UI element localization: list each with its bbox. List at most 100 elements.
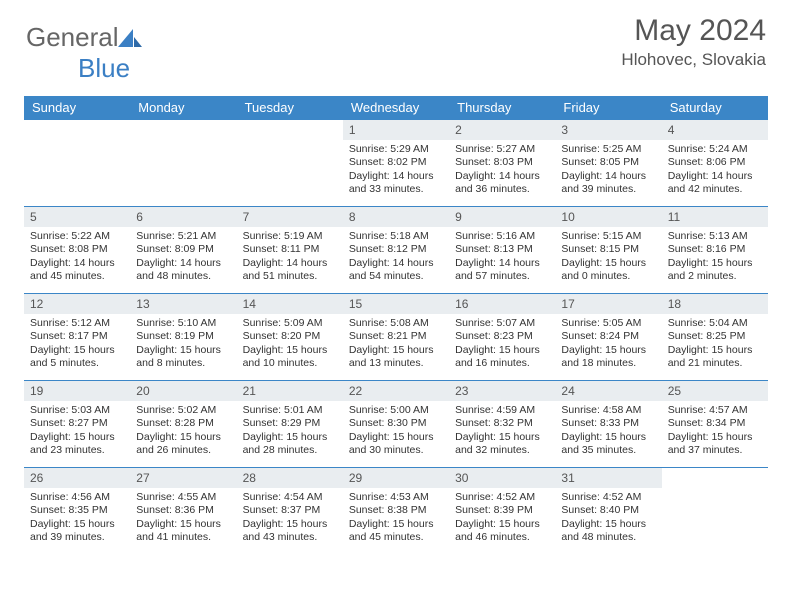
day-number: 10	[555, 207, 661, 227]
day-info: Sunrise: 5:05 AMSunset: 8:24 PMDaylight:…	[555, 314, 661, 371]
brand-logo: General Blue	[26, 22, 143, 84]
calendar-day: 17Sunrise: 5:05 AMSunset: 8:24 PMDayligh…	[555, 294, 661, 381]
day-info: Sunrise: 5:22 AMSunset: 8:08 PMDaylight:…	[24, 227, 130, 284]
day-number: 7	[237, 207, 343, 227]
calendar-blank	[130, 120, 236, 207]
day-number: 27	[130, 468, 236, 488]
day-number: 28	[237, 468, 343, 488]
day-info: Sunrise: 5:03 AMSunset: 8:27 PMDaylight:…	[24, 401, 130, 458]
calendar-day: 19Sunrise: 5:03 AMSunset: 8:27 PMDayligh…	[24, 381, 130, 468]
day-info: Sunrise: 4:59 AMSunset: 8:32 PMDaylight:…	[449, 401, 555, 458]
calendar-day: 9Sunrise: 5:16 AMSunset: 8:13 PMDaylight…	[449, 207, 555, 294]
day-number: 24	[555, 381, 661, 401]
calendar-day: 25Sunrise: 4:57 AMSunset: 8:34 PMDayligh…	[662, 381, 768, 468]
day-info: Sunrise: 4:52 AMSunset: 8:39 PMDaylight:…	[449, 488, 555, 545]
calendar-day: 18Sunrise: 5:04 AMSunset: 8:25 PMDayligh…	[662, 294, 768, 381]
day-info: Sunrise: 4:52 AMSunset: 8:40 PMDaylight:…	[555, 488, 661, 545]
day-number: 14	[237, 294, 343, 314]
calendar-blank	[237, 120, 343, 207]
location-subtitle: Hlohovec, Slovakia	[621, 50, 766, 70]
day-info: Sunrise: 5:19 AMSunset: 8:11 PMDaylight:…	[237, 227, 343, 284]
day-info: Sunrise: 4:58 AMSunset: 8:33 PMDaylight:…	[555, 401, 661, 458]
day-info: Sunrise: 5:21 AMSunset: 8:09 PMDaylight:…	[130, 227, 236, 284]
day-info: Sunrise: 5:27 AMSunset: 8:03 PMDaylight:…	[449, 140, 555, 197]
day-number: 25	[662, 381, 768, 401]
brand-part2: Blue	[78, 53, 130, 83]
weekday-header: Sunday	[24, 96, 130, 120]
day-info: Sunrise: 5:10 AMSunset: 8:19 PMDaylight:…	[130, 314, 236, 371]
calendar-day: 29Sunrise: 4:53 AMSunset: 8:38 PMDayligh…	[343, 468, 449, 555]
calendar-day: 14Sunrise: 5:09 AMSunset: 8:20 PMDayligh…	[237, 294, 343, 381]
day-number: 18	[662, 294, 768, 314]
day-number: 8	[343, 207, 449, 227]
calendar-blank	[662, 468, 768, 555]
day-number: 3	[555, 120, 661, 140]
day-number: 5	[24, 207, 130, 227]
weekday-header: Saturday	[662, 96, 768, 120]
day-number: 20	[130, 381, 236, 401]
day-info: Sunrise: 5:09 AMSunset: 8:20 PMDaylight:…	[237, 314, 343, 371]
day-info: Sunrise: 5:01 AMSunset: 8:29 PMDaylight:…	[237, 401, 343, 458]
day-info: Sunrise: 5:02 AMSunset: 8:28 PMDaylight:…	[130, 401, 236, 458]
day-info: Sunrise: 5:07 AMSunset: 8:23 PMDaylight:…	[449, 314, 555, 371]
day-info: Sunrise: 5:29 AMSunset: 8:02 PMDaylight:…	[343, 140, 449, 197]
day-info: Sunrise: 4:55 AMSunset: 8:36 PMDaylight:…	[130, 488, 236, 545]
day-number: 19	[24, 381, 130, 401]
day-number: 9	[449, 207, 555, 227]
weekday-header: Monday	[130, 96, 236, 120]
calendar-day: 28Sunrise: 4:54 AMSunset: 8:37 PMDayligh…	[237, 468, 343, 555]
brand-part1: General	[26, 22, 119, 52]
calendar-day: 30Sunrise: 4:52 AMSunset: 8:39 PMDayligh…	[449, 468, 555, 555]
calendar-day: 12Sunrise: 5:12 AMSunset: 8:17 PMDayligh…	[24, 294, 130, 381]
calendar-day: 20Sunrise: 5:02 AMSunset: 8:28 PMDayligh…	[130, 381, 236, 468]
calendar-day: 8Sunrise: 5:18 AMSunset: 8:12 PMDaylight…	[343, 207, 449, 294]
calendar-day: 3Sunrise: 5:25 AMSunset: 8:05 PMDaylight…	[555, 120, 661, 207]
weekday-header: Wednesday	[343, 96, 449, 120]
day-info: Sunrise: 5:12 AMSunset: 8:17 PMDaylight:…	[24, 314, 130, 371]
calendar-day: 2Sunrise: 5:27 AMSunset: 8:03 PMDaylight…	[449, 120, 555, 207]
day-info: Sunrise: 5:24 AMSunset: 8:06 PMDaylight:…	[662, 140, 768, 197]
calendar-day: 6Sunrise: 5:21 AMSunset: 8:09 PMDaylight…	[130, 207, 236, 294]
day-number: 6	[130, 207, 236, 227]
weekday-header: Tuesday	[237, 96, 343, 120]
day-info: Sunrise: 5:00 AMSunset: 8:30 PMDaylight:…	[343, 401, 449, 458]
weekday-header: Friday	[555, 96, 661, 120]
day-number: 16	[449, 294, 555, 314]
day-info: Sunrise: 5:18 AMSunset: 8:12 PMDaylight:…	[343, 227, 449, 284]
day-number: 31	[555, 468, 661, 488]
calendar-day: 23Sunrise: 4:59 AMSunset: 8:32 PMDayligh…	[449, 381, 555, 468]
calendar-day: 21Sunrise: 5:01 AMSunset: 8:29 PMDayligh…	[237, 381, 343, 468]
calendar-day: 16Sunrise: 5:07 AMSunset: 8:23 PMDayligh…	[449, 294, 555, 381]
day-number: 29	[343, 468, 449, 488]
day-info: Sunrise: 4:57 AMSunset: 8:34 PMDaylight:…	[662, 401, 768, 458]
day-number: 21	[237, 381, 343, 401]
calendar-day: 7Sunrise: 5:19 AMSunset: 8:11 PMDaylight…	[237, 207, 343, 294]
calendar-day: 1Sunrise: 5:29 AMSunset: 8:02 PMDaylight…	[343, 120, 449, 207]
day-number: 11	[662, 207, 768, 227]
calendar-day: 15Sunrise: 5:08 AMSunset: 8:21 PMDayligh…	[343, 294, 449, 381]
day-info: Sunrise: 5:08 AMSunset: 8:21 PMDaylight:…	[343, 314, 449, 371]
page-header: May 2024 Hlohovec, Slovakia	[621, 14, 766, 70]
brand-sail-icon	[117, 28, 143, 48]
calendar-day: 13Sunrise: 5:10 AMSunset: 8:19 PMDayligh…	[130, 294, 236, 381]
calendar-day: 27Sunrise: 4:55 AMSunset: 8:36 PMDayligh…	[130, 468, 236, 555]
day-number: 23	[449, 381, 555, 401]
calendar-day: 5Sunrise: 5:22 AMSunset: 8:08 PMDaylight…	[24, 207, 130, 294]
day-info: Sunrise: 5:15 AMSunset: 8:15 PMDaylight:…	[555, 227, 661, 284]
calendar-day: 11Sunrise: 5:13 AMSunset: 8:16 PMDayligh…	[662, 207, 768, 294]
month-title: May 2024	[621, 14, 766, 48]
weekday-header: Thursday	[449, 96, 555, 120]
day-number: 4	[662, 120, 768, 140]
day-info: Sunrise: 5:04 AMSunset: 8:25 PMDaylight:…	[662, 314, 768, 371]
day-number: 26	[24, 468, 130, 488]
day-number: 30	[449, 468, 555, 488]
day-info: Sunrise: 4:53 AMSunset: 8:38 PMDaylight:…	[343, 488, 449, 545]
day-info: Sunrise: 4:56 AMSunset: 8:35 PMDaylight:…	[24, 488, 130, 545]
calendar-day: 22Sunrise: 5:00 AMSunset: 8:30 PMDayligh…	[343, 381, 449, 468]
calendar: SundayMondayTuesdayWednesdayThursdayFrid…	[24, 96, 768, 554]
calendar-day: 4Sunrise: 5:24 AMSunset: 8:06 PMDaylight…	[662, 120, 768, 207]
day-number: 15	[343, 294, 449, 314]
calendar-day: 26Sunrise: 4:56 AMSunset: 8:35 PMDayligh…	[24, 468, 130, 555]
day-info: Sunrise: 4:54 AMSunset: 8:37 PMDaylight:…	[237, 488, 343, 545]
calendar-day: 10Sunrise: 5:15 AMSunset: 8:15 PMDayligh…	[555, 207, 661, 294]
